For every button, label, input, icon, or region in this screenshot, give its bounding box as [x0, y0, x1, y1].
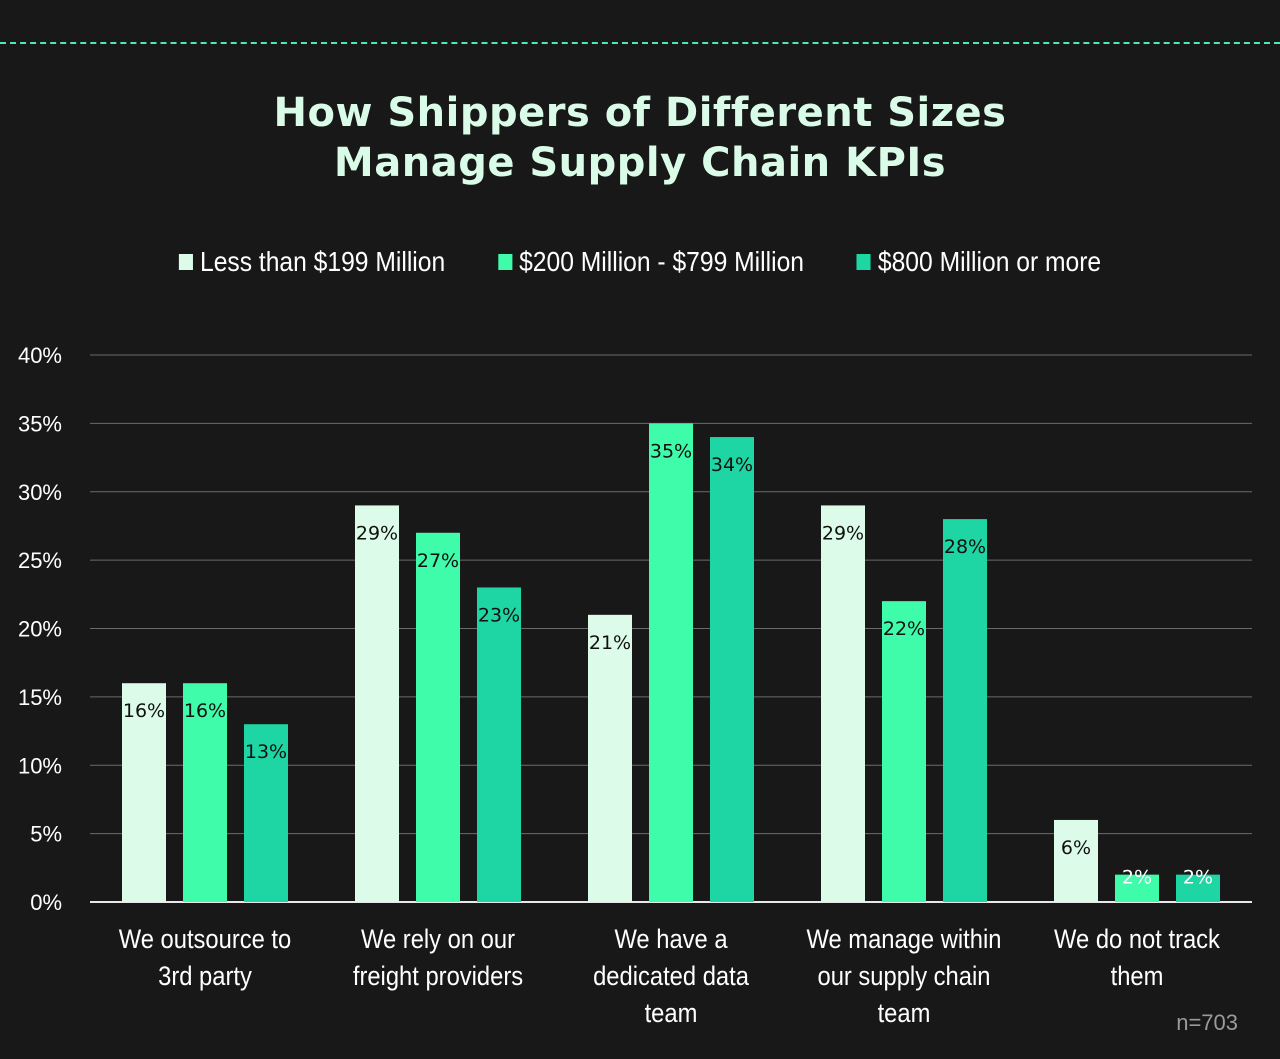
bar: [1115, 874, 1159, 902]
data-label: 28%: [944, 536, 986, 558]
legend-swatch: [178, 254, 193, 270]
bar: [649, 423, 693, 902]
data-label: 22%: [883, 618, 925, 640]
y-tick-label: 35%: [18, 411, 62, 436]
bar: [355, 505, 399, 902]
legend-item: $800 Million or more: [856, 246, 1102, 278]
x-category-label: We do not track: [1054, 925, 1220, 955]
y-tick-label: 0%: [30, 890, 62, 915]
data-label: 27%: [417, 550, 459, 572]
x-category-label: team: [878, 999, 931, 1029]
y-tick-label: 5%: [30, 822, 62, 847]
bar: [882, 601, 926, 902]
data-label: 35%: [650, 440, 692, 462]
legend-label: $200 Million - $799 Million: [519, 246, 804, 277]
x-category-label: them: [1111, 962, 1164, 992]
data-label: 16%: [123, 700, 165, 722]
x-category-label: 3rd party: [158, 962, 252, 992]
data-label: 29%: [356, 522, 398, 544]
y-tick-label: 25%: [18, 548, 62, 573]
x-category-label: our supply chain: [818, 962, 991, 992]
bar: [1176, 874, 1220, 902]
y-tick-label: 20%: [18, 617, 62, 642]
bar: [416, 532, 460, 902]
title-line-1: How Shippers of Different Sizes: [273, 90, 1007, 136]
y-tick-label: 40%: [18, 343, 62, 368]
bar: [244, 724, 288, 902]
legend: Less than $199 Million $200 Million - $7…: [77, 246, 1203, 278]
bar: [477, 587, 521, 902]
data-label: 2%: [1122, 867, 1152, 889]
data-label: 6%: [1061, 837, 1091, 859]
bar: [943, 519, 987, 902]
chart-title: How Shippers of Different Sizes Manage S…: [0, 88, 1280, 188]
bar: [183, 683, 227, 902]
bar: [710, 437, 754, 902]
legend-swatch: [856, 254, 871, 270]
x-category-label: We rely on our: [361, 925, 516, 955]
data-label: 34%: [711, 454, 753, 476]
y-tick-label: 15%: [18, 685, 62, 710]
x-category-label: freight providers: [353, 962, 523, 992]
data-label: 21%: [589, 632, 631, 654]
legend-swatch: [497, 254, 513, 270]
x-category-label: dedicated data: [593, 962, 750, 992]
data-label: 2%: [1183, 867, 1213, 889]
x-category-label: We outsource to: [119, 925, 292, 955]
y-tick-label: 30%: [18, 480, 62, 505]
title-line-2: Manage Supply Chain KPIs: [333, 140, 947, 186]
data-label: 29%: [822, 522, 864, 544]
y-tick-label: 10%: [18, 753, 62, 778]
data-label: 13%: [245, 741, 287, 763]
data-label: 23%: [478, 604, 520, 626]
legend-item: Less than $199 Million: [178, 246, 446, 278]
data-label: 16%: [184, 700, 226, 722]
x-category-label: We have a: [614, 925, 728, 955]
decorative-dashed-line: [0, 42, 1280, 44]
legend-item: $200 Million - $799 Million: [497, 246, 804, 278]
bar: [1054, 819, 1098, 902]
bar: [821, 505, 865, 902]
sample-size-note: n=703: [1176, 1010, 1238, 1035]
x-category-label: team: [645, 999, 698, 1029]
bar: [122, 683, 166, 902]
x-category-label: We manage within: [807, 925, 1002, 955]
bar: [588, 614, 632, 902]
legend-label: $800 Million or more: [877, 246, 1102, 277]
legend-label: Less than $199 Million: [199, 246, 446, 277]
